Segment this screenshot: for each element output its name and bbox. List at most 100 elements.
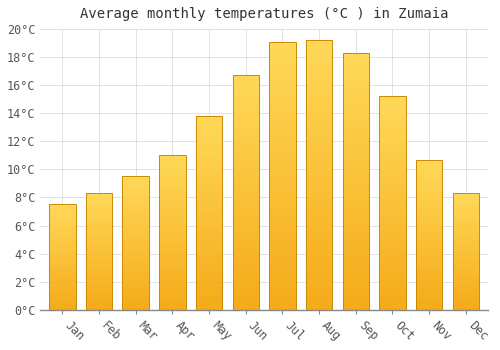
Bar [379,299,406,303]
Bar [159,302,186,304]
Bar [86,298,112,300]
Bar [452,240,479,242]
Bar [416,265,442,267]
Bar [452,265,479,267]
Bar [232,239,259,243]
Bar [306,40,332,310]
Bar [379,249,406,253]
Bar [122,181,149,183]
Bar [196,135,222,139]
Bar [196,290,222,294]
Bar [452,273,479,275]
Bar [379,288,406,292]
Bar [269,135,295,140]
Bar [342,156,369,160]
Bar [122,210,149,212]
Bar [269,131,295,135]
Bar [196,145,222,148]
Bar [416,172,442,175]
Bar [86,308,112,310]
Bar [232,294,259,298]
Bar [122,188,149,190]
Bar [342,190,369,194]
Bar [122,299,149,301]
Bar [122,308,149,310]
Bar [379,168,406,171]
Bar [159,281,186,284]
Bar [306,58,332,63]
Bar [416,170,442,172]
Bar [122,198,149,201]
Bar [452,199,479,201]
Bar [232,298,259,302]
Bar [452,247,479,250]
Bar [49,211,76,213]
Bar [232,232,259,236]
Bar [86,224,112,226]
Bar [379,150,406,153]
Bar [86,213,112,215]
Bar [122,208,149,210]
Bar [232,193,259,196]
Bar [269,296,295,301]
Bar [159,271,186,274]
Bar [306,229,332,233]
Bar [232,208,259,212]
Bar [306,126,332,130]
Bar [159,158,186,161]
Bar [196,116,222,310]
Bar [49,238,76,239]
Bar [159,300,186,302]
Bar [269,91,295,95]
Bar [122,219,149,221]
Bar [269,220,295,225]
Bar [269,279,295,283]
Bar [122,281,149,283]
Bar [306,211,332,215]
Bar [416,277,442,280]
Bar [232,204,259,208]
Bar [306,40,332,45]
Bar [416,300,442,302]
Bar [196,281,222,284]
Bar [306,117,332,121]
Bar [86,267,112,269]
Bar [159,181,186,184]
Bar [196,226,222,229]
Bar [269,95,295,100]
Bar [306,63,332,67]
Bar [379,221,406,224]
Bar [452,292,479,294]
Bar [86,252,112,253]
Bar [342,87,369,91]
Bar [232,263,259,267]
Bar [416,247,442,250]
Bar [86,300,112,302]
Bar [342,241,369,245]
Bar [49,204,76,310]
Bar [342,74,369,79]
Bar [342,275,369,280]
Bar [232,165,259,169]
Bar [306,175,332,180]
Bar [122,214,149,216]
Bar [86,207,112,209]
Bar [232,271,259,274]
Bar [269,256,295,261]
Bar [452,300,479,302]
Bar [452,193,479,310]
Title: Average monthly temperatures (°C ) in Zumaia: Average monthly temperatures (°C ) in Zu… [80,7,448,21]
Bar [49,271,76,273]
Bar [232,114,259,118]
Bar [416,272,442,275]
Bar [269,176,295,180]
Bar [122,234,149,236]
Bar [379,193,406,196]
Bar [342,151,369,156]
Bar [122,194,149,196]
Bar [86,199,112,201]
Bar [86,218,112,220]
Bar [416,167,442,170]
Bar [306,130,332,135]
Bar [306,256,332,260]
